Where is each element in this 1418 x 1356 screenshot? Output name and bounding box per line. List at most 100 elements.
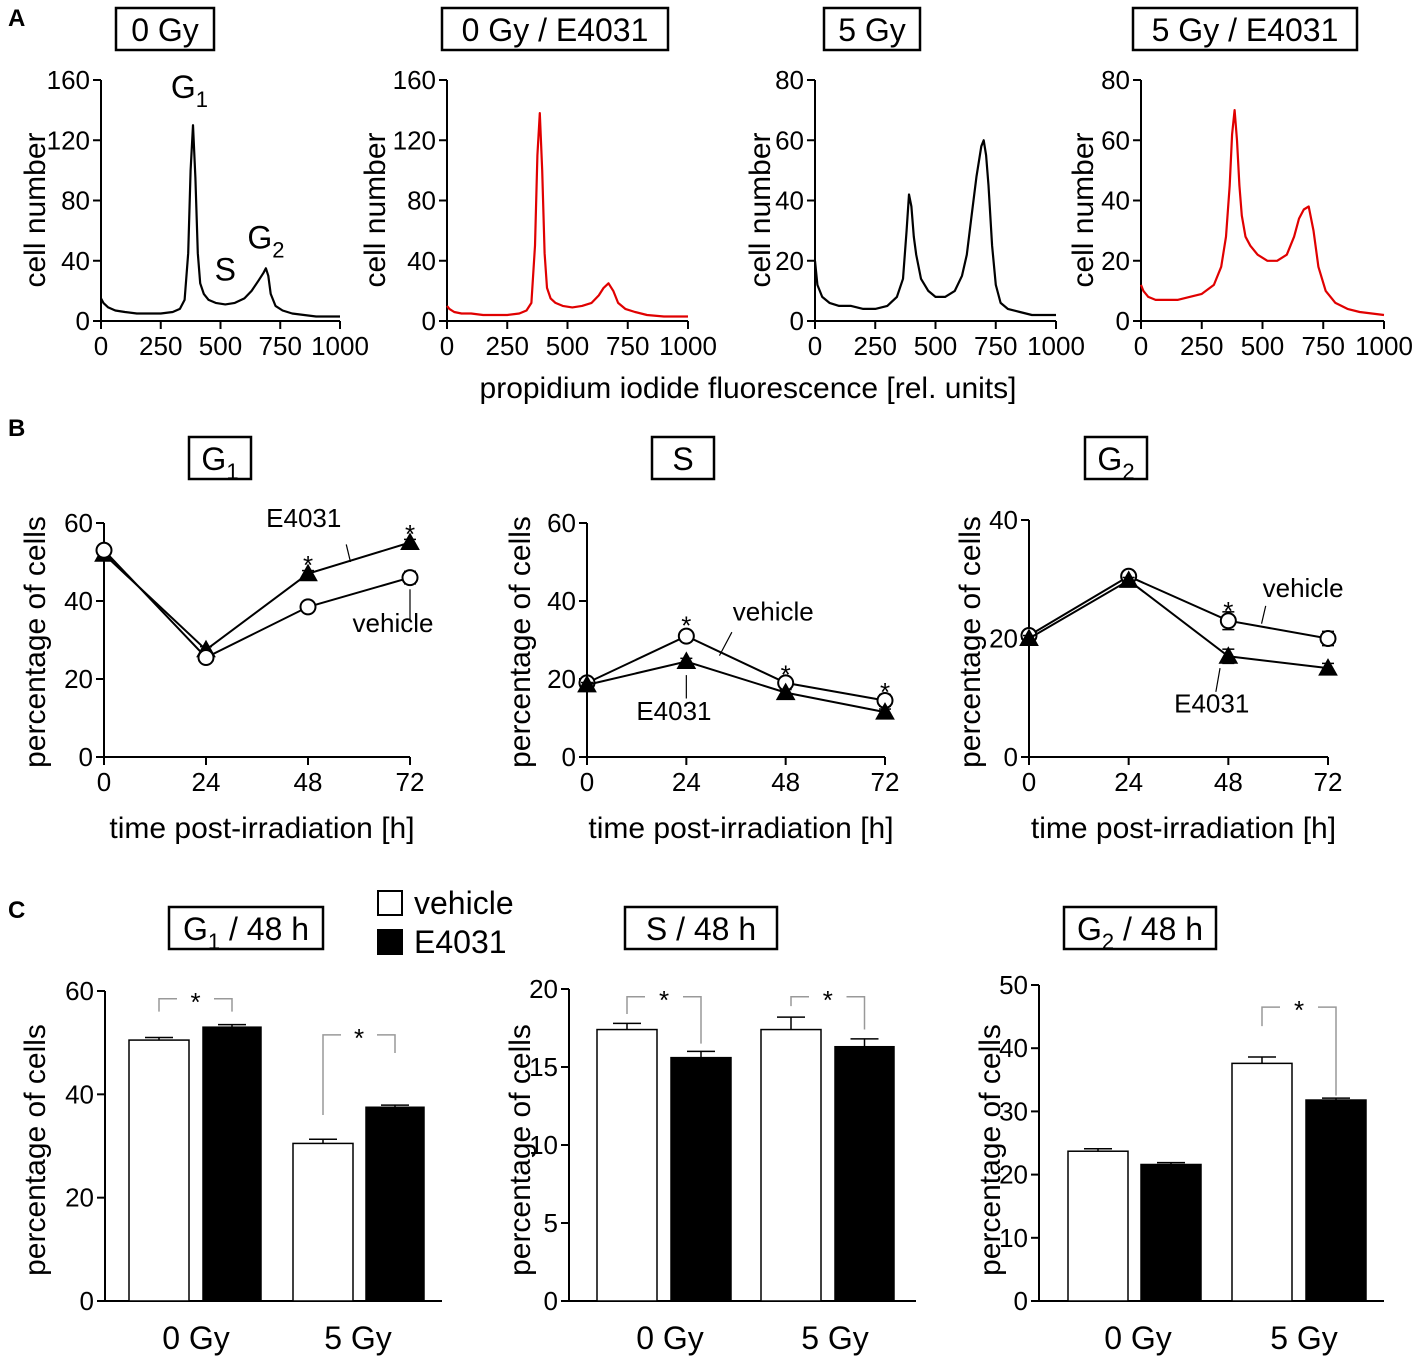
chart-c1-y-tick-label: 20 <box>65 1183 94 1213</box>
chart-c3: G2 / 48 h 0 10 20 30 40 50 percentage of cells 0… <box>974 905 1384 1356</box>
chart-c2-category-label: 5 Gy <box>801 1320 869 1356</box>
chart-a1: 0 Gy 0 40 80 120 160 cell number 0 250 500 750 1000… <box>19 6 369 361</box>
chart-a2-y-tick-label: 120 <box>393 125 436 155</box>
chart-a1-peak-label: S <box>215 251 236 287</box>
chart-b3-point-triangle <box>1118 570 1139 588</box>
chart-a3-title: 5 Gy <box>838 12 906 48</box>
chart-b2-series-e4031 <box>577 651 895 720</box>
chart-b2-series-label: vehicle <box>733 597 814 627</box>
chart-a1-y-tick-label: 40 <box>61 246 90 276</box>
chart-a4-x-tick-label: 750 <box>1302 331 1345 361</box>
chart-a4-y-tick-label: 80 <box>1101 65 1130 95</box>
chart-a4: 5 Gy / E4031 0 20 40 60 80 cell number 0 250 500 7… <box>1067 6 1413 361</box>
chart-b3-x-tick-label: 48 <box>1214 767 1243 797</box>
chart-b1-series-label: vehicle <box>353 608 434 638</box>
chart-b1-significance-star: * <box>405 519 415 549</box>
chart-a3-x-tick-label: 1000 <box>1027 331 1085 361</box>
chart-a2-x-tick-label: 0 <box>440 331 454 361</box>
chart-b2-series-line <box>586 660 886 714</box>
chart-b1-point-circle <box>95 541 113 559</box>
chart-c2-bar-vehicle <box>596 1028 658 1302</box>
chart-a3-y-axis-label: cell number <box>744 132 777 287</box>
chart-b3-significance-star: * <box>1223 596 1233 626</box>
chart-c2-title-box <box>623 905 779 951</box>
chart-a3-x-tick-label: 0 <box>808 331 822 361</box>
chart-b2-y-tick-label: 40 <box>547 586 576 616</box>
chart-c2-y-tick-label: 10 <box>529 1130 558 1160</box>
chart-a1-y-tick-label: 80 <box>61 186 90 216</box>
chart-c2-y-tick-label: 15 <box>529 1052 558 1082</box>
chart-b1-y-axis-label: percentage of cells <box>19 516 52 768</box>
chart-a1-histogram-line <box>100 124 340 318</box>
chart-b3-x-tick-label: 24 <box>1114 767 1143 797</box>
chart-b3-title: G2 <box>1097 441 1134 484</box>
chart-b2-title-box <box>650 435 716 481</box>
panel-letter-c: C <box>8 897 25 924</box>
panel-letter-a: A <box>8 5 25 32</box>
chart-b2-y-tick-label: 60 <box>547 508 576 538</box>
chart-a4-y-tick-label: 0 <box>1116 306 1130 336</box>
chart-b3-title-box <box>1083 435 1149 481</box>
chart-b1-x-axis-label: time post-irradiation [h] <box>109 812 414 845</box>
chart-a1-x-tick-label: 250 <box>139 331 182 361</box>
chart-b1-title-box <box>187 435 253 481</box>
chart-b3-leader-line <box>1215 668 1221 692</box>
chart-a4-x-tick-label: 0 <box>1134 331 1148 361</box>
chart-b2-x-tick-label: 24 <box>672 767 701 797</box>
chart-c2-y-tick-label: 20 <box>529 974 558 1004</box>
chart-b3-x-tick-label: 72 <box>1314 767 1343 797</box>
chart-b1-x-tick-label: 24 <box>192 767 221 797</box>
chart-a2-title: 0 Gy / E4031 <box>462 12 649 48</box>
chart-b2-series-line <box>586 634 886 702</box>
legend-vehicle-label: vehicle <box>414 885 514 921</box>
chart-c2-bar-e4031 <box>670 1056 732 1302</box>
chart-b1-y-tick-label: 40 <box>64 586 93 616</box>
chart-a1-x-tick-label: 0 <box>94 331 108 361</box>
chart-c3-y-tick-label: 0 <box>1014 1286 1028 1316</box>
chart-b2-series-vehicle <box>578 627 894 709</box>
chart-c3-y-tick-label: 50 <box>999 970 1028 1000</box>
chart-a1-y-tick-label: 0 <box>76 306 90 336</box>
chart-c3-y-axis-label: percentage of cells <box>974 1024 1007 1276</box>
chart-c1: G1 / 48 h 0 20 40 60 percentage of cells 0 Gy 5… <box>19 905 442 1356</box>
chart-a2-histogram-line <box>446 111 688 318</box>
chart-a2-title-box <box>440 6 670 52</box>
chart-c2-significance-bracket <box>626 996 702 1044</box>
chart-a1-y-axis-label: cell number <box>19 132 52 287</box>
chart-b3-y-tick-label: 0 <box>1004 742 1018 772</box>
chart-b3-x-tick-label: 0 <box>1022 767 1036 797</box>
chart-b1-point-triangle <box>400 532 420 550</box>
chart-a4-title: 5 Gy / E4031 <box>1152 12 1339 48</box>
chart-b3-x-axis-label: time post-irradiation [h] <box>1031 812 1336 845</box>
legend-e4031-swatch <box>377 929 403 955</box>
chart-b2-x-tick-label: 72 <box>871 767 900 797</box>
chart-b3-point-triangle <box>1218 646 1239 664</box>
chart-c2-y-tick-label: 5 <box>544 1208 558 1238</box>
chart-b3-series-line <box>1028 579 1329 670</box>
legend-vehicle-swatch <box>377 890 403 916</box>
chart-b3-point-circle <box>1219 612 1237 630</box>
chart-c1-title-box <box>167 905 325 951</box>
chart-c1-title: G1 / 48 h <box>183 911 309 954</box>
chart-c3-y-tick-label: 30 <box>999 1096 1028 1126</box>
chart-a4-x-tick-label: 1000 <box>1355 331 1413 361</box>
chart-c3-bar-vehicle <box>1231 1062 1293 1302</box>
chart-a4-y-tick-label: 20 <box>1101 246 1130 276</box>
chart-b2: S 0 20 40 60 percentage of cells 0 24 48 72 time p… <box>504 435 900 845</box>
chart-b1-point-circle <box>197 649 215 667</box>
chart-a1-title-box <box>114 6 216 52</box>
chart-b2-y-tick-label: 20 <box>547 664 576 694</box>
chart-b1-x-tick-label: 0 <box>97 767 111 797</box>
chart-b2-significance-star: * <box>880 677 890 707</box>
chart-b3-series-label: E4031 <box>1174 689 1249 719</box>
chart-a3-x-tick-label: 250 <box>854 331 897 361</box>
chart-b2-y-tick-label: 0 <box>562 742 576 772</box>
chart-c2-y-tick-label: 0 <box>544 1286 558 1316</box>
chart-a1-peak-label: G2 <box>247 220 284 263</box>
chart-c1-y-tick-label: 0 <box>80 1286 94 1316</box>
chart-c3-title-box <box>1062 905 1218 951</box>
chart-b2-x-tick-label: 0 <box>580 767 594 797</box>
chart-a3: 5 Gy 0 20 40 60 80 cell number 0 250 500 750 1000 <box>744 6 1085 361</box>
